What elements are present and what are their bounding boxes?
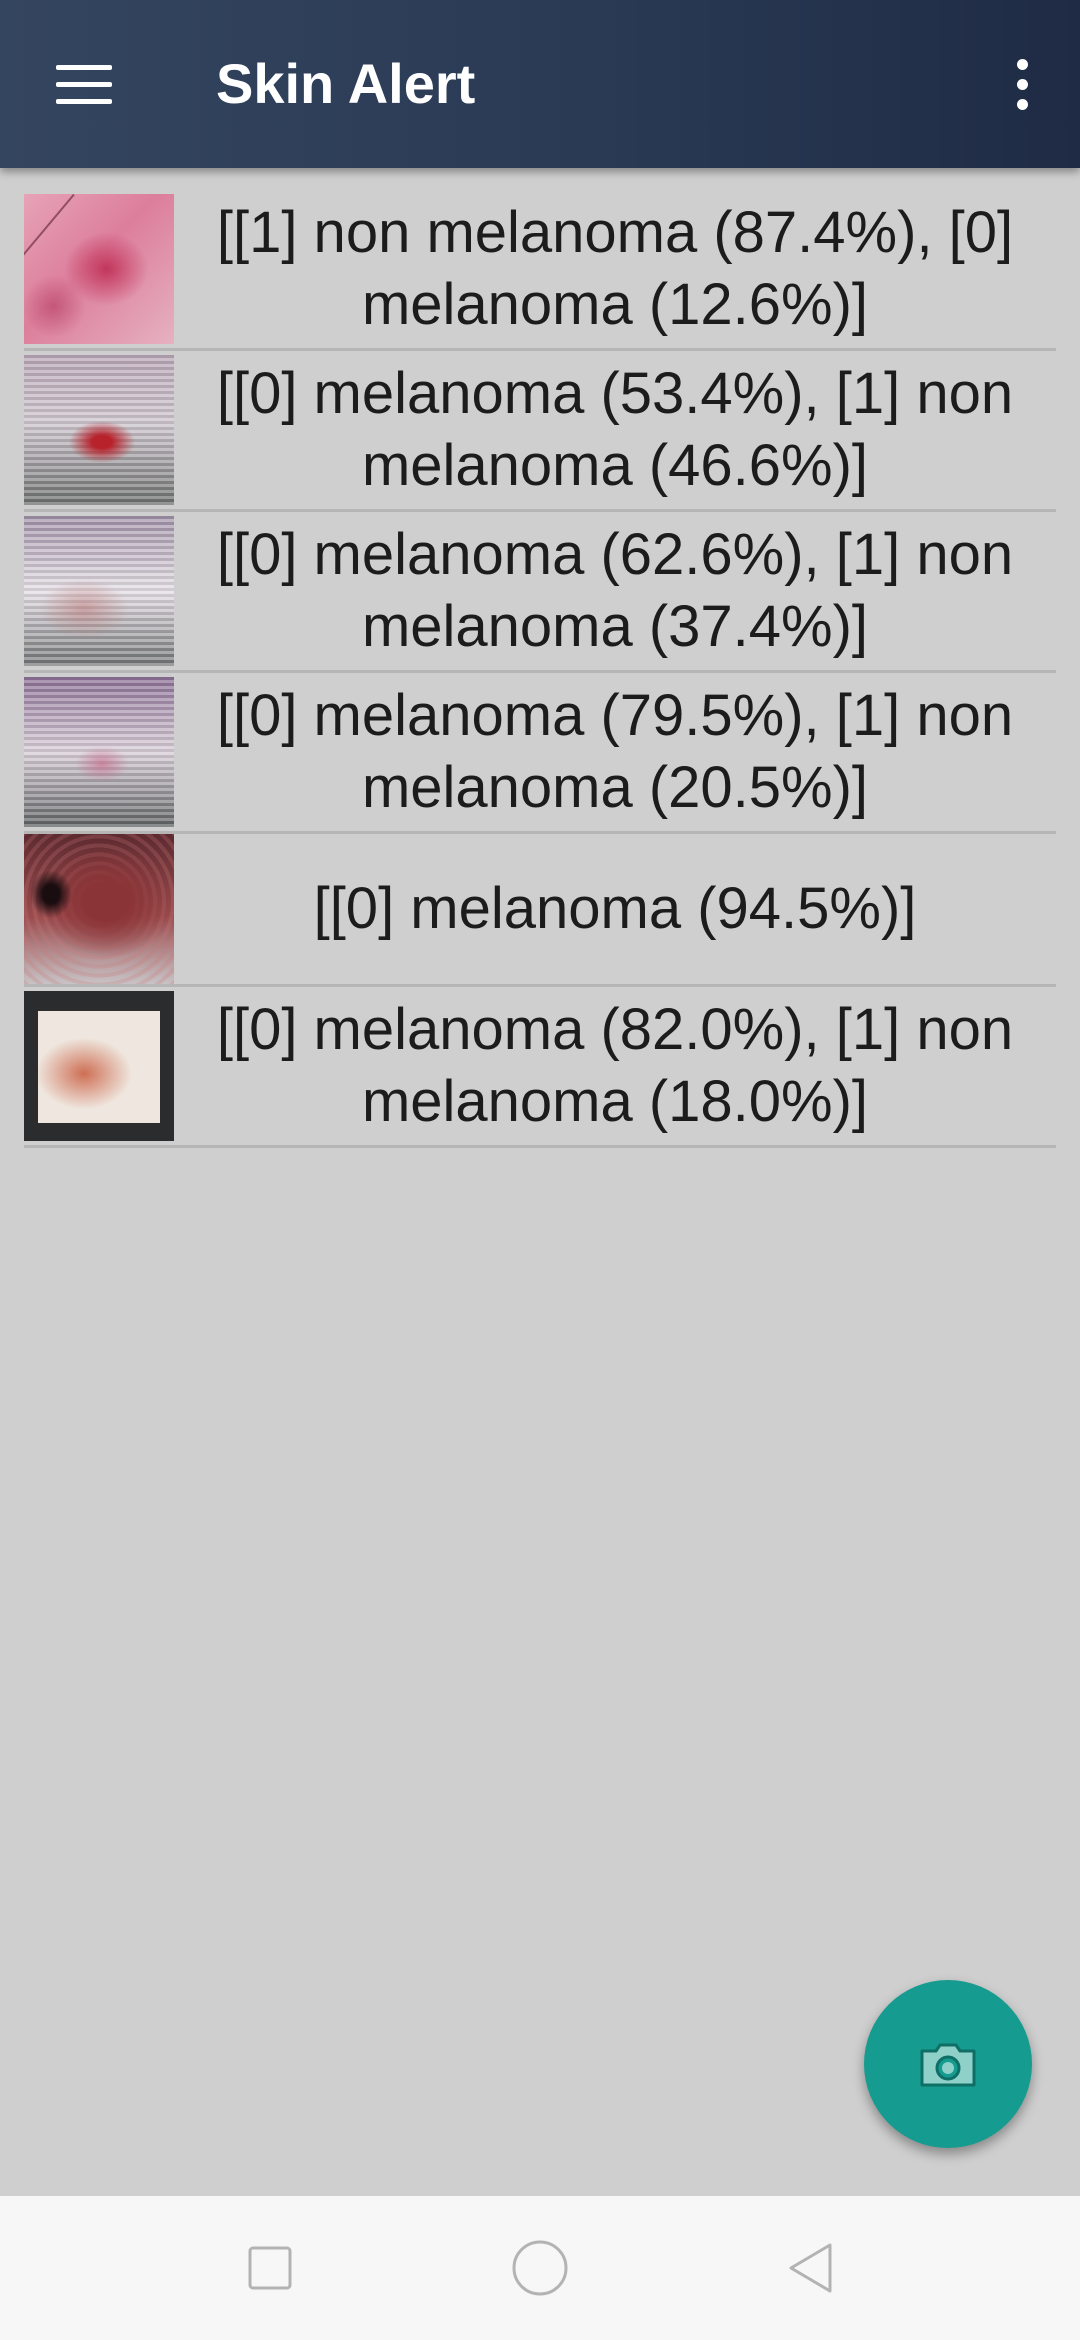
camera-icon (920, 2043, 976, 2087)
result-item[interactable]: [[0] melanoma (79.5%), [1] non melanoma … (24, 673, 1056, 834)
result-item[interactable]: [[0] melanoma (94.5%)] (24, 834, 1056, 987)
back-button[interactable] (760, 2218, 860, 2318)
result-label: [[0] melanoma (82.0%), [1] non melanoma … (216, 997, 1014, 1134)
menu-button[interactable] (36, 40, 132, 128)
result-thumbnail (24, 355, 174, 505)
result-label: [[0] melanoma (94.5%)] (313, 876, 917, 941)
more-vert-icon (1016, 58, 1028, 70)
more-vert-icon-dot (1016, 78, 1028, 90)
result-thumbnail (24, 834, 174, 984)
back-triangle-icon (789, 2243, 832, 2293)
camera-fab-button[interactable] (864, 1980, 1032, 2148)
result-label: [[0] melanoma (53.4%), [1] non melanoma … (216, 361, 1014, 498)
result-item[interactable]: [[1] non melanoma (87.4%), [0] melanoma … (24, 190, 1056, 351)
recents-square-icon (248, 2246, 292, 2290)
home-button[interactable] (490, 2218, 590, 2318)
result-thumbnail (24, 516, 174, 666)
result-item[interactable]: [[0] melanoma (62.6%), [1] non melanoma … (24, 512, 1056, 673)
overflow-menu-button[interactable] (978, 40, 1066, 128)
hamburger-menu-icon (56, 64, 112, 70)
hamburger-menu-icon-line (56, 98, 112, 104)
home-circle-icon (512, 2240, 568, 2296)
result-item[interactable]: [[0] melanoma (53.4%), [1] non melanoma … (24, 351, 1056, 512)
recents-button[interactable] (220, 2218, 320, 2318)
result-thumbnail (24, 677, 174, 827)
result-label: [[1] non melanoma (87.4%), [0] melanoma … (216, 200, 1014, 337)
more-vert-icon-dot (1016, 98, 1028, 110)
result-label: [[0] melanoma (62.6%), [1] non melanoma … (216, 522, 1014, 659)
results-list: [[1] non melanoma (87.4%), [0] melanoma … (24, 190, 1056, 1148)
hamburger-menu-icon-line (56, 81, 112, 87)
result-item[interactable]: [[0] melanoma (82.0%), [1] non melanoma … (24, 987, 1056, 1148)
app-title: Skin Alert (216, 52, 476, 115)
app-bar: Skin Alert (0, 0, 1080, 168)
system-navigation-bar (0, 2196, 1080, 2340)
result-label: [[0] melanoma (79.5%), [1] non melanoma … (216, 683, 1014, 820)
result-thumbnail (24, 194, 174, 344)
result-thumbnail (24, 991, 174, 1141)
